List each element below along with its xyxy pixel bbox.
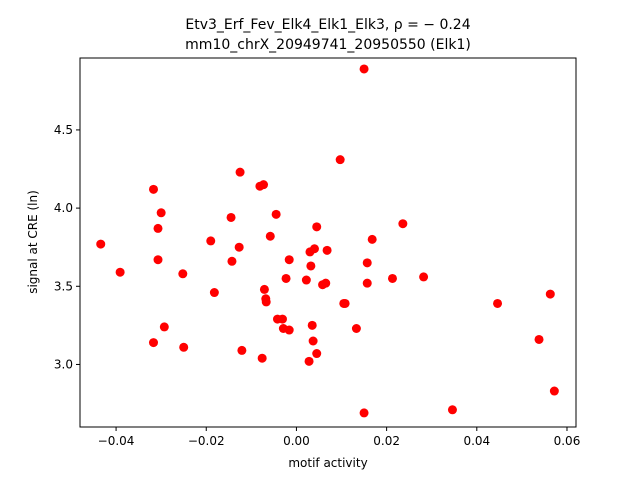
x-tick-label: 0.02: [373, 434, 400, 448]
data-point: [259, 180, 269, 190]
plot-frame: [79, 57, 577, 428]
data-point: [148, 338, 158, 348]
data-point: [493, 298, 503, 308]
data-point: [226, 212, 236, 222]
data-point: [178, 269, 188, 279]
data-point: [322, 245, 332, 255]
data-point: [387, 273, 397, 283]
data-point: [257, 353, 267, 363]
data-point: [447, 405, 457, 415]
data-point: [362, 258, 372, 268]
data-point: [534, 334, 544, 344]
x-tick-label: 0.06: [554, 434, 581, 448]
chart-title-line1: Etv3_Erf_Fev_Elk4_Elk1_Elk3, ρ = − 0.24: [185, 17, 470, 33]
data-point: [367, 234, 377, 244]
x-axis-ticks: −0.04 −0.02 0.00 0.02 0.04 0.06: [98, 427, 581, 448]
data-point: [227, 256, 237, 266]
data-point: [159, 322, 169, 332]
x-tick-label: 0.04: [463, 434, 490, 448]
data-point: [277, 314, 287, 324]
data-point: [340, 298, 350, 308]
data-points: [96, 64, 559, 418]
chart-title-line2: mm10_chrX_20949741_20950550 (Elk1): [185, 37, 471, 53]
data-point: [271, 209, 281, 219]
data-point: [179, 342, 189, 352]
data-point: [281, 273, 291, 283]
data-point: [306, 261, 316, 271]
data-point: [115, 267, 125, 277]
data-point: [209, 288, 219, 298]
y-tick-label: 4.0: [54, 201, 73, 215]
data-point: [307, 320, 317, 330]
y-tick-label: 4.5: [54, 123, 73, 137]
x-axis-label: motif activity: [288, 456, 367, 470]
data-point: [148, 184, 158, 194]
y-axis-label: signal at CRE (ln): [26, 190, 40, 294]
data-point: [359, 64, 369, 74]
data-point: [284, 255, 294, 265]
data-point: [362, 278, 372, 288]
data-point: [96, 239, 106, 249]
data-point: [419, 272, 429, 282]
data-point: [545, 289, 555, 299]
data-point: [308, 336, 318, 346]
data-point: [153, 255, 163, 265]
y-axis-ticks: 3.0 3.5 4.0 4.5: [54, 123, 80, 371]
data-point: [335, 155, 345, 165]
data-point: [284, 325, 294, 335]
data-point: [351, 323, 361, 333]
data-point: [237, 345, 247, 355]
data-point: [261, 297, 271, 307]
data-point: [235, 167, 245, 177]
data-point: [398, 219, 408, 229]
data-point: [301, 275, 311, 285]
x-tick-label: −0.04: [98, 434, 135, 448]
data-point: [359, 408, 369, 418]
data-point: [206, 236, 216, 246]
data-point: [156, 208, 166, 218]
data-point: [153, 223, 163, 233]
data-point: [549, 386, 559, 396]
data-point: [321, 278, 331, 288]
y-tick-label: 3.5: [54, 279, 73, 293]
x-tick-label: −0.02: [188, 434, 225, 448]
data-point: [312, 222, 322, 232]
data-point: [312, 349, 322, 359]
y-tick-label: 3.0: [54, 357, 73, 371]
data-point: [259, 284, 269, 294]
data-point: [309, 244, 319, 254]
data-point: [234, 242, 244, 252]
data-point: [304, 356, 314, 366]
data-point: [265, 231, 275, 241]
x-tick-label: 0.00: [283, 434, 310, 448]
